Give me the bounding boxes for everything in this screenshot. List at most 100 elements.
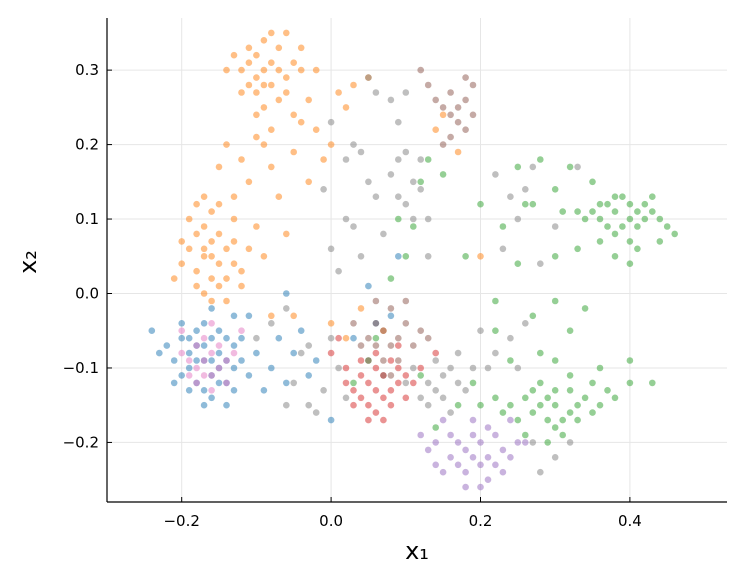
data-point-series-8 (410, 364, 417, 372)
data-point-series-2 (193, 230, 200, 238)
data-point-series-1 (238, 334, 245, 342)
data-point-series-5 (499, 468, 507, 476)
data-point-series-8 (283, 305, 290, 312)
data-point-series-2 (253, 89, 260, 96)
data-point-series-3 (611, 394, 619, 402)
data-point-series-2 (268, 59, 275, 66)
data-point-series-3 (499, 223, 507, 230)
data-point-series-2 (260, 104, 268, 111)
data-point-series-5 (439, 468, 447, 476)
data-point-series-8 (537, 468, 544, 476)
data-point-series-2 (208, 297, 215, 305)
data-point-series-8 (529, 163, 537, 171)
data-point-series-3 (566, 163, 574, 171)
data-point-series-8 (312, 409, 320, 416)
data-point-series-3 (529, 409, 537, 416)
data-point-series-2 (327, 320, 335, 327)
data-point-series-2 (215, 230, 223, 238)
data-point-series-7 (223, 357, 230, 364)
data-point-series-3 (507, 401, 514, 409)
data-point-series-3 (551, 252, 559, 260)
data-point-series-1 (230, 387, 238, 394)
data-point-series-2 (223, 141, 230, 148)
x-tick-label: 0.2 (469, 512, 493, 530)
data-point-series-5 (462, 446, 469, 454)
data-point-series-3 (611, 230, 619, 238)
data-point-series-8 (253, 334, 260, 342)
data-point-series-3 (514, 416, 522, 424)
data-point-series-4 (350, 387, 357, 394)
data-point-series-2 (275, 193, 283, 200)
data-point-series-3 (581, 215, 589, 223)
data-point-series-5 (469, 431, 477, 439)
data-point-series-7 (185, 372, 193, 379)
data-point-series-2 (185, 245, 193, 253)
data-point-series-3 (634, 245, 641, 253)
data-point-series-1 (185, 349, 193, 357)
data-point-series-8 (469, 364, 477, 372)
data-point-series-4 (372, 387, 380, 394)
data-point-series-7 (208, 372, 215, 379)
data-point-series-1 (200, 401, 208, 409)
data-point-series-3 (626, 200, 634, 208)
data-point-series-2 (297, 118, 305, 126)
data-point-series-6 (357, 342, 365, 349)
x-tick-label: 0.0 (319, 512, 343, 530)
data-point-series-6 (424, 334, 432, 342)
data-point-series-7 (200, 372, 208, 379)
data-point-series-1 (245, 312, 253, 320)
data-point-series-2 (268, 312, 275, 320)
data-point-series-2 (223, 66, 230, 74)
data-point-series-8 (492, 171, 499, 178)
data-point-series-2 (268, 163, 275, 171)
data-point-series-4 (342, 379, 350, 387)
data-point-series-2 (283, 29, 290, 37)
data-point-series-7 (178, 327, 185, 335)
data-point-series-3 (439, 171, 447, 178)
data-point-series-2 (275, 66, 283, 74)
data-point-series-3 (507, 357, 514, 364)
data-point-series-1 (260, 387, 268, 394)
data-point-series-8 (537, 260, 544, 268)
data-point-series-6 (462, 126, 469, 133)
data-point-series-5 (424, 446, 432, 454)
data-point-series-3 (387, 275, 395, 282)
data-point-series-7 (215, 364, 223, 372)
data-point-series-3 (551, 357, 559, 364)
y-tick-label: 0.2 (75, 136, 99, 154)
grid-lines (107, 18, 727, 502)
data-point-series-2 (350, 81, 357, 89)
data-point-series-6 (365, 334, 372, 342)
data-point-series-8 (327, 334, 335, 342)
data-point-series-2 (454, 148, 462, 156)
data-point-series-3 (454, 401, 462, 409)
data-point-series-3 (581, 305, 589, 312)
data-point-series-5 (469, 454, 477, 461)
data-point-series-4 (327, 349, 335, 357)
data-point-series-3 (663, 223, 671, 230)
data-point-series-1 (268, 364, 275, 372)
data-point-series-2 (245, 59, 253, 66)
data-point-series-6 (447, 89, 454, 96)
data-point-series-3 (469, 379, 477, 387)
data-point-series-3 (410, 223, 417, 230)
data-point-series-2 (290, 148, 298, 156)
data-point-series-1 (185, 334, 193, 342)
data-point-series-8 (327, 118, 335, 126)
data-point-series-1 (170, 357, 178, 364)
data-point-series-8 (417, 186, 425, 193)
data-point-series-3 (477, 401, 484, 409)
data-point-series-8 (402, 89, 410, 96)
data-point-series-2 (200, 245, 208, 253)
data-point-series-8 (432, 357, 440, 364)
data-point-series-8 (297, 349, 305, 357)
data-point-series-2 (245, 245, 253, 253)
data-point-series-2 (305, 178, 313, 186)
data-point-series-4 (417, 364, 425, 372)
data-point-series-8 (410, 215, 417, 223)
data-point-series-3 (641, 200, 649, 208)
data-point-series-3 (574, 208, 581, 215)
data-point-series-8 (387, 96, 395, 104)
data-point-series-6 (372, 320, 380, 327)
data-point-series-4 (357, 357, 365, 364)
